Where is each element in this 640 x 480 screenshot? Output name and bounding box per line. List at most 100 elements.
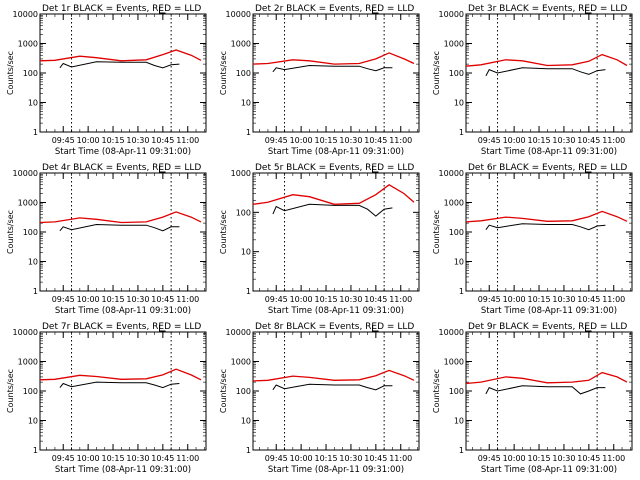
y-tick-label: 10 xyxy=(241,417,251,426)
x-tick-label: 09:45 xyxy=(52,136,75,145)
x-axis-label: Start Time (08-Apr-11 09:31:00) xyxy=(55,147,191,157)
x-tick-label: 09:45 xyxy=(265,136,288,145)
series-events-line xyxy=(272,383,393,391)
x-tick-label: 10:30 xyxy=(552,454,575,463)
y-axis-label: Counts/sec xyxy=(6,51,15,95)
y-tick-label: 100 xyxy=(449,69,464,78)
y-tick-label: 1 xyxy=(246,287,251,296)
bracket-mark xyxy=(372,325,379,332)
x-tick-label: 10:00 xyxy=(503,454,526,463)
x-tick-label: 10:00 xyxy=(503,136,526,145)
series-lld-line xyxy=(465,53,628,67)
series-events-line xyxy=(59,381,180,389)
y-tick-label: 10 xyxy=(241,99,251,108)
series-events-line xyxy=(272,203,393,217)
y-tick-label: 100 xyxy=(236,208,251,217)
x-tick-label: 10:30 xyxy=(126,295,149,304)
plot-frame xyxy=(465,172,633,292)
x-tick-label: 10:30 xyxy=(126,454,149,463)
y-tick-label: 10000 xyxy=(439,10,464,19)
x-tick-label: 10:15 xyxy=(315,295,338,304)
chart-title: Det 2r BLACK = Events, RED = LLD xyxy=(255,4,414,14)
bracket-mark xyxy=(159,7,166,14)
x-tick-label: 11:00 xyxy=(602,295,625,304)
x-tick-label: 09:45 xyxy=(478,295,501,304)
y-tick-label: 100 xyxy=(449,387,464,396)
x-tick-label: 10:15 xyxy=(528,454,551,463)
x-tick-label: 10:45 xyxy=(151,295,174,304)
chart-panel: Det 5r BLACK = Events, RED = LLD 1 10 100 10… xyxy=(219,163,420,316)
x-tick-label: 10:00 xyxy=(503,295,526,304)
y-tick-label: 1 xyxy=(246,128,251,137)
x-tick-label: 10:15 xyxy=(528,295,551,304)
x-tick-label: 10:00 xyxy=(77,454,100,463)
x-tick-label: 10:15 xyxy=(315,136,338,145)
x-tick-label: 10:45 xyxy=(364,454,387,463)
x-tick-label: 09:45 xyxy=(478,136,501,145)
x-tick-label: 10:30 xyxy=(126,136,149,145)
bracket-mark xyxy=(585,166,592,173)
y-axis-label: Counts/sec xyxy=(219,210,228,254)
plot-frame xyxy=(465,331,633,451)
series-lld-line xyxy=(465,210,628,223)
series-events-line xyxy=(59,223,180,232)
x-axis-label: Start Time (08-Apr-11 09:31:00) xyxy=(481,147,617,157)
chart-panel: Det 7r BLACK = Events, RED = LLD 1 10 100 10… xyxy=(6,322,207,475)
x-tick-label: 11:00 xyxy=(389,295,412,304)
series-lld-line xyxy=(252,369,415,382)
y-tick-label: 10 xyxy=(28,99,38,108)
x-tick-label: 11:00 xyxy=(176,295,199,304)
plot-frame xyxy=(252,331,420,451)
x-tick-label: 10:45 xyxy=(151,454,174,463)
series-lld-line xyxy=(39,211,202,224)
chart-title: Det 6r BLACK = Events, RED = LLD xyxy=(468,163,627,173)
y-tick-label: 10000 xyxy=(13,328,38,337)
x-axis-label: Start Time (08-Apr-11 09:31:00) xyxy=(268,465,404,475)
plot-frame xyxy=(39,331,207,451)
y-tick-label: 10 xyxy=(454,258,464,267)
series-events-line xyxy=(272,64,393,73)
x-tick-label: 11:00 xyxy=(602,454,625,463)
chart-title: Det 7r BLACK = Events, RED = LLD xyxy=(42,322,201,332)
y-axis-label: Counts/sec xyxy=(219,369,228,413)
x-tick-label: 10:15 xyxy=(102,136,125,145)
plot-frame xyxy=(465,13,633,133)
y-tick-label: 10000 xyxy=(13,169,38,178)
y-tick-label: 1 xyxy=(33,446,38,455)
x-tick-label: 10:15 xyxy=(102,454,125,463)
y-tick-label: 10 xyxy=(28,258,38,267)
chart-title: Det 3r BLACK = Events, RED = LLD xyxy=(468,4,627,14)
bracket-mark xyxy=(159,325,166,332)
series-lld-line xyxy=(39,49,202,62)
x-tick-label: 10:00 xyxy=(290,454,313,463)
y-tick-label: 100 xyxy=(23,387,38,396)
x-axis-label: Start Time (08-Apr-11 09:31:00) xyxy=(55,306,191,316)
x-tick-label: 09:45 xyxy=(52,454,75,463)
x-tick-label: 11:00 xyxy=(602,136,625,145)
y-tick-label: 100 xyxy=(236,69,251,78)
x-tick-label: 09:45 xyxy=(478,454,501,463)
chart-title: Det 8r BLACK = Events, RED = LLD xyxy=(255,322,414,332)
y-tick-label: 10 xyxy=(454,99,464,108)
y-tick-label: 1 xyxy=(459,287,464,296)
x-tick-label: 10:45 xyxy=(364,295,387,304)
x-tick-label: 10:45 xyxy=(577,295,600,304)
x-tick-label: 10:30 xyxy=(552,136,575,145)
y-tick-label: 1000 xyxy=(444,199,464,208)
y-tick-label: 1000 xyxy=(18,358,38,367)
series-events-line xyxy=(485,223,606,231)
y-tick-label: 10 xyxy=(28,417,38,426)
x-axis-label: Start Time (08-Apr-11 09:31:00) xyxy=(481,465,617,475)
x-tick-label: 10:00 xyxy=(77,295,100,304)
bracket-mark xyxy=(159,166,166,173)
y-axis-label: Counts/sec xyxy=(6,210,15,254)
y-tick-label: 1000 xyxy=(231,358,251,367)
y-tick-label: 1000 xyxy=(444,40,464,49)
y-axis-label: Counts/sec xyxy=(432,369,441,413)
x-tick-label: 10:15 xyxy=(102,295,125,304)
x-tick-label: 11:00 xyxy=(389,454,412,463)
series-lld-line xyxy=(252,184,415,205)
y-axis-label: Counts/sec xyxy=(219,51,228,95)
plot-frame xyxy=(252,13,420,133)
